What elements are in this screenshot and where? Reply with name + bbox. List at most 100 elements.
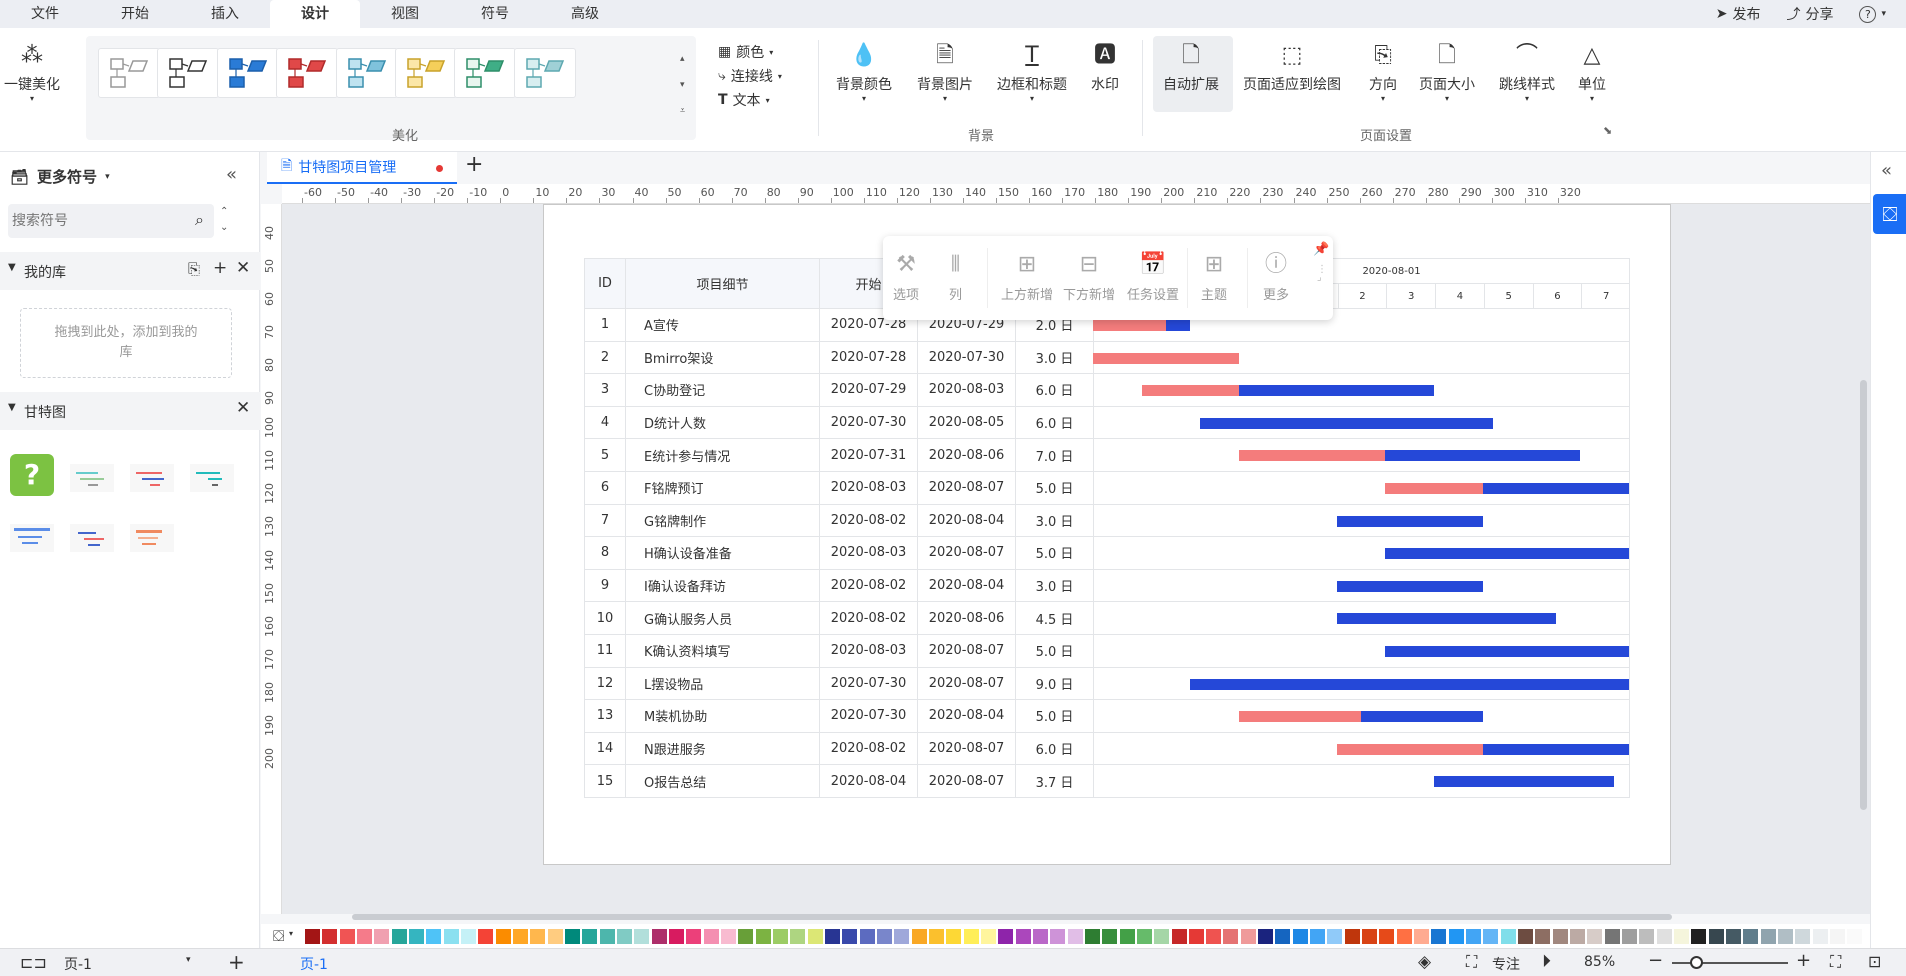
color-swatch[interactable] [634, 929, 650, 944]
gantt-template-thumb[interactable] [128, 458, 176, 500]
color-swatch[interactable] [1050, 929, 1066, 944]
color-swatch[interactable] [876, 929, 892, 944]
chevron-down-icon[interactable]: ▾ [289, 929, 294, 938]
columns-button[interactable]: ⫴ 列 [949, 252, 963, 303]
color-swatch[interactable] [1483, 929, 1499, 944]
color-swatch[interactable] [1708, 929, 1724, 944]
color-swatch[interactable] [980, 929, 996, 944]
new-tab-button[interactable]: + [465, 152, 484, 177]
search-scroll-arrows[interactable]: ⌃ ⌄ [220, 206, 229, 233]
zoom-slider-thumb[interactable] [1690, 956, 1703, 969]
color-swatch[interactable] [1258, 929, 1274, 944]
color-swatch[interactable] [374, 929, 390, 944]
color-swatch[interactable] [668, 929, 684, 944]
gantt-bar-progress[interactable] [1239, 450, 1386, 462]
theme-preset-5[interactable] [335, 48, 398, 98]
color-swatch[interactable] [1760, 929, 1776, 944]
gantt-bar-remaining[interactable] [1239, 385, 1435, 397]
color-swatch[interactable] [807, 929, 823, 944]
menu-tab-home[interactable]: 开始 [121, 6, 149, 22]
color-swatch[interactable] [1604, 929, 1620, 944]
color-swatch[interactable] [1830, 929, 1846, 944]
color-swatch[interactable] [1223, 929, 1239, 944]
text-dropdown[interactable]: T 文本 ▾ [718, 92, 770, 109]
page-size-button[interactable]: 🗋 页面大小 ▾ [1419, 38, 1475, 103]
connector-dropdown[interactable]: ⤷ 连接线 ▾ [718, 68, 782, 85]
color-swatch[interactable] [1396, 929, 1412, 944]
color-swatch[interactable] [963, 929, 979, 944]
add-icon[interactable]: + [213, 258, 228, 278]
add-below-button[interactable]: ⊟ 下方新增 [1063, 252, 1116, 303]
color-swatch[interactable] [755, 929, 771, 944]
color-swatch[interactable] [1292, 929, 1308, 944]
dialog-launcher-icon[interactable]: ⬊ [1603, 124, 1613, 137]
gantt-bar-remaining[interactable] [1385, 450, 1581, 462]
color-swatch[interactable] [408, 929, 424, 944]
color-swatch[interactable] [1032, 929, 1048, 944]
table-row[interactable]: 13 M装机协助 2020-07-30 2020-08-04 5.0 日 [584, 699, 1630, 733]
document-tab[interactable]: 🗎 甘特图项目管理 [267, 152, 457, 184]
page-tab[interactable]: 页-1 [300, 957, 328, 973]
color-swatch[interactable] [1518, 929, 1534, 944]
question-bubble-icon[interactable]: ? [10, 454, 54, 496]
gantt-template-thumb[interactable] [68, 518, 116, 560]
color-swatch[interactable] [1431, 929, 1447, 944]
color-swatch[interactable] [1362, 929, 1378, 944]
background-image-button[interactable]: 🗎 背景图片 ▾ [917, 38, 973, 103]
expand-panel-icon[interactable]: « [1881, 160, 1893, 181]
collapse-panel-icon[interactable]: « [226, 164, 238, 185]
table-row[interactable]: 1 A宣传 2020-07-28 2020-07-29 2.0 日 [584, 308, 1630, 342]
more-button[interactable]: ⓘ 更多 [1263, 252, 1290, 303]
color-swatch[interactable] [1691, 929, 1707, 944]
color-swatch[interactable] [1119, 929, 1135, 944]
color-swatch[interactable] [391, 929, 407, 944]
color-swatch[interactable] [1102, 929, 1118, 944]
color-swatch[interactable] [582, 929, 598, 944]
color-swatch[interactable] [1778, 929, 1794, 944]
my-library-header[interactable]: ▼ 我的库 ⎘ + ✕ [0, 252, 260, 290]
gantt-bar-remaining[interactable] [1190, 678, 1629, 690]
color-swatch[interactable] [824, 929, 840, 944]
focus-icon[interactable]: ⛶ [1466, 952, 1478, 971]
menu-tab-view[interactable]: 视图 [391, 6, 419, 22]
publish-button[interactable]: ➤ 发布 [1715, 6, 1761, 23]
gantt-template-thumb[interactable] [188, 458, 236, 500]
gantt-section-header[interactable]: ▼ 甘特图 ✕ [0, 392, 260, 430]
focus-label[interactable]: 专注 [1492, 957, 1520, 973]
color-swatch[interactable] [1500, 929, 1516, 944]
table-row[interactable]: 14 N跟进服务 2020-08-02 2020-08-07 6.0 日 [584, 731, 1630, 766]
color-swatch[interactable] [1344, 929, 1360, 944]
color-swatch[interactable] [1812, 929, 1828, 944]
drag-handle-icon[interactable]: ⋮ ⌟ [1317, 264, 1327, 283]
table-row[interactable]: 5 E统计参与情况 2020-07-31 2020-08-06 7.0 日 [584, 438, 1630, 472]
page-selector[interactable]: 页-1 [64, 957, 92, 973]
options-button[interactable]: ⚒ 选项 [893, 252, 920, 303]
theme-preset-3[interactable] [216, 48, 279, 98]
gantt-bar-progress[interactable] [1336, 743, 1483, 755]
border-title-button[interactable]: T 边框和标题 ▾ [997, 38, 1067, 103]
task-settings-button[interactable]: 📅 任务设置 [1127, 252, 1180, 303]
theme-preset-6[interactable] [395, 48, 457, 98]
gantt-bar-remaining[interactable] [1166, 319, 1191, 331]
color-swatch[interactable] [1847, 929, 1863, 944]
color-swatch[interactable] [426, 929, 442, 944]
color-swatch[interactable] [1327, 929, 1343, 944]
color-swatch[interactable] [356, 929, 372, 944]
gantt-bar-remaining[interactable] [1200, 417, 1493, 429]
page-layout-icon[interactable]: ⊏⊐ [20, 953, 47, 972]
color-swatch[interactable] [703, 929, 719, 944]
close-icon[interactable]: ✕ [236, 398, 251, 418]
color-swatch[interactable] [1015, 929, 1031, 944]
color-swatch[interactable] [616, 929, 632, 944]
add-page-button[interactable]: + [228, 950, 245, 974]
zoom-in-icon[interactable]: + [1796, 950, 1812, 971]
fill-bucket-icon[interactable]: ⛋ [273, 927, 285, 945]
color-swatch[interactable] [1570, 929, 1586, 944]
color-swatch[interactable] [720, 929, 736, 944]
theme-preset-8[interactable] [513, 48, 576, 98]
gallery-scroll[interactable]: ▴ ▾ ⩡ [680, 54, 686, 116]
fit-screen-icon[interactable]: ⛶ [1830, 952, 1842, 971]
color-swatch[interactable] [998, 929, 1014, 944]
full-screen-icon[interactable]: ⊡ [1868, 952, 1882, 971]
horizontal-scrollbar[interactable] [352, 914, 1672, 920]
